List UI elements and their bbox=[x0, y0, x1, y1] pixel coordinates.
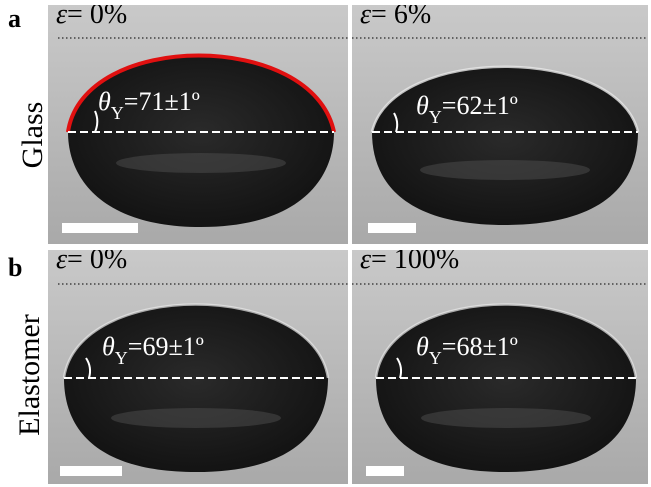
scale-bar bbox=[368, 223, 416, 233]
contact-angle-label: θY=68±1º bbox=[416, 332, 518, 368]
row-letter-b: b bbox=[8, 253, 23, 282]
scale-bar bbox=[60, 466, 122, 476]
row-label-elastomer: Elastomer bbox=[13, 314, 46, 436]
contact-angle-label: θY=69±1º bbox=[102, 332, 204, 368]
micrograph-elastomer-0: ε= 0% θY=69±1º bbox=[48, 250, 348, 484]
scale-bar bbox=[62, 223, 138, 233]
strain-label: ε= 0% bbox=[56, 250, 128, 275]
strain-label: ε= 6% bbox=[360, 5, 432, 30]
strain-label: ε= 0% bbox=[56, 5, 128, 30]
row-letter-a: a bbox=[8, 4, 21, 33]
scale-bar bbox=[366, 466, 404, 476]
micrograph-glass-6: ε= 6% θY=62±1º bbox=[352, 5, 648, 244]
strain-label: ε= 100% bbox=[360, 250, 460, 275]
contact-angle-label: θY=62±1º bbox=[416, 91, 518, 127]
micrograph-elastomer-100: ε= 100% θY=68±1º bbox=[352, 250, 648, 484]
contact-angle-label: θY=71±1º bbox=[98, 87, 200, 123]
row-label-glass: Glass bbox=[16, 101, 49, 169]
micrograph-glass-0: ε= 0% θY=71±1º bbox=[48, 5, 348, 244]
